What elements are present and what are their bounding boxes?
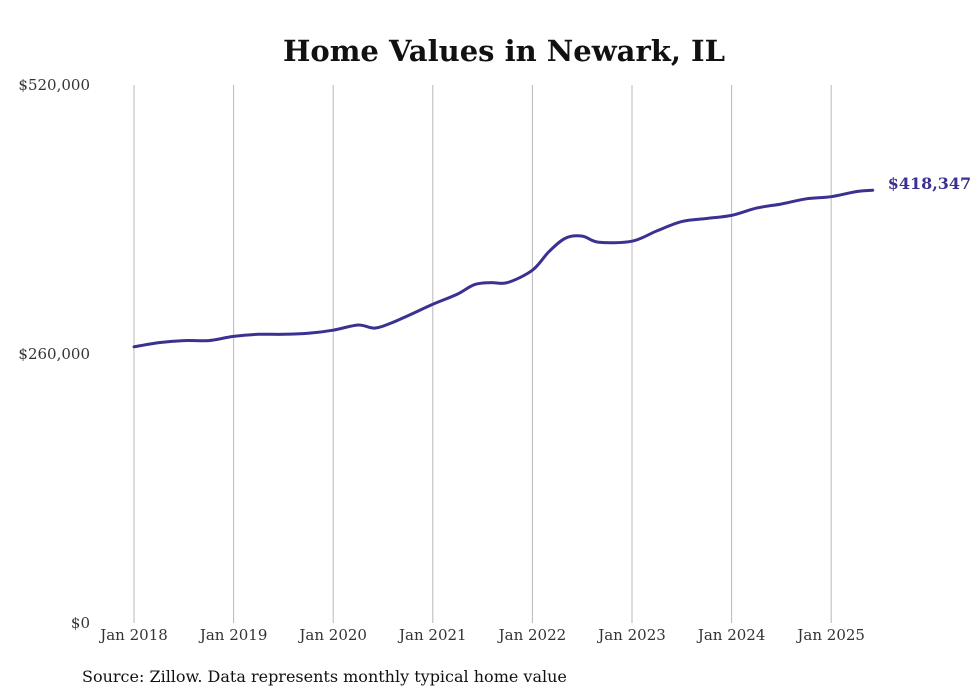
x-tick-label: Jan 2025 bbox=[795, 626, 865, 644]
line-chart: Home Values in Newark, IL $0 $260,000 $520… bbox=[18, 34, 972, 644]
x-tick-label: Jan 2018 bbox=[98, 626, 168, 644]
series-layer bbox=[132, 188, 875, 349]
x-axis-ticks: Jan 2018 Jan 2019 Jan 2020 Jan 2021 Jan 2022… bbox=[98, 626, 865, 644]
chart-title: Home Values in Newark, IL bbox=[283, 34, 725, 68]
y-axis-ticks: $0 $260,000 $520,000 bbox=[18, 76, 90, 632]
grid-lines bbox=[133, 85, 832, 623]
x-tick-label: Jan 2019 bbox=[198, 626, 268, 644]
x-tick-label: Jan 2021 bbox=[397, 626, 467, 644]
x-tick-label: Jan 2020 bbox=[297, 626, 367, 644]
y-tick-label: $520,000 bbox=[18, 76, 90, 94]
x-tick-label: Jan 2022 bbox=[497, 626, 567, 644]
y-tick-label: $260,000 bbox=[18, 345, 90, 363]
source-note: Source: Zillow. Data represents monthly … bbox=[82, 667, 567, 686]
y-tick-label: $0 bbox=[71, 614, 90, 632]
end-value-label: $418,347 bbox=[888, 174, 972, 193]
x-tick-label: Jan 2024 bbox=[696, 626, 766, 644]
home-value-line bbox=[132, 188, 875, 349]
x-tick-label: Jan 2023 bbox=[596, 626, 666, 644]
